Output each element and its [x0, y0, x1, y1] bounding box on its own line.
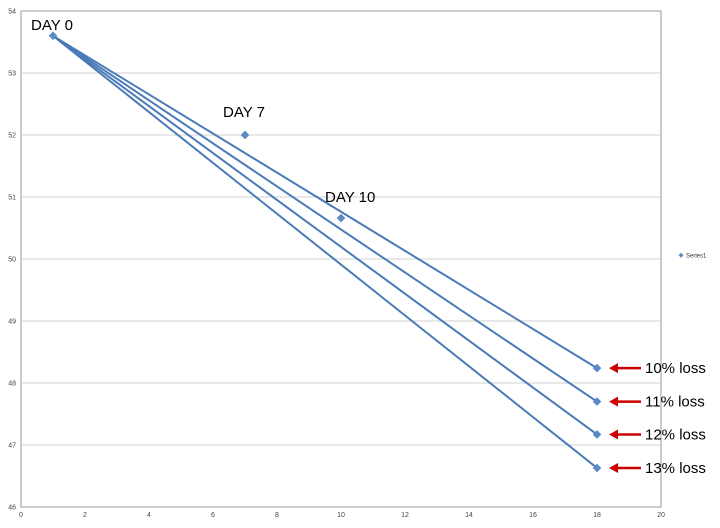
trend-line [52, 34, 598, 436]
legend: Series1 [678, 252, 707, 259]
point-label: DAY 0 [31, 17, 73, 34]
x-tick-label: 12 [401, 512, 409, 519]
data-point [592, 363, 602, 373]
y-tick-label: 47 [8, 443, 16, 450]
x-tick-label: 18 [593, 512, 601, 519]
trend-line [52, 35, 598, 469]
y-tick-label: 53 [8, 71, 16, 78]
data-points [48, 31, 602, 473]
y-tick-label: 49 [8, 319, 16, 326]
point-label: DAY 10 [325, 189, 375, 206]
x-tick-label: 14 [465, 512, 473, 519]
y-tick-label: 51 [8, 195, 16, 202]
legend-marker [678, 252, 684, 258]
gridlines [21, 72, 661, 446]
loss-annotation: 12% loss [645, 426, 706, 443]
y-tick-label: 48 [8, 381, 16, 388]
x-tick-label: 8 [275, 512, 279, 519]
x-tick-label: 4 [147, 512, 151, 519]
loss-annotation: 11% loss [645, 394, 705, 411]
trend-line [52, 34, 598, 369]
loss-annotations: 10% loss 11% loss 12% loss 13% loss [609, 360, 706, 477]
point-label: DAY 7 [223, 104, 265, 121]
loss-annotation: 13% loss [645, 460, 706, 477]
legend-entry: Series1 [686, 253, 707, 259]
point-labels: DAY 0 DAY 7 DAY 10 [31, 17, 375, 206]
red-arrow-icon [609, 429, 618, 440]
data-point [592, 430, 602, 439]
y-tick-label: 46 [8, 505, 16, 512]
x-tick-label: 0 [19, 512, 23, 519]
loss-annotation: 10% loss [645, 360, 706, 377]
x-tick-label: 10 [337, 512, 345, 519]
y-tick-label: 54 [8, 9, 16, 16]
red-arrow-icon [609, 363, 618, 374]
data-point [336, 213, 346, 223]
trend-line [52, 34, 598, 403]
x-tick-label: 20 [657, 512, 665, 519]
x-tick-label: 2 [83, 512, 87, 519]
red-arrow-icon [609, 396, 618, 407]
red-arrow-icon [609, 462, 618, 473]
x-tick-label: 6 [211, 512, 215, 519]
data-point [592, 463, 602, 473]
y-tick-label: 52 [8, 133, 16, 140]
data-point [592, 397, 602, 406]
data-point [240, 130, 250, 140]
x-tick-label: 16 [529, 512, 537, 519]
data-point [48, 31, 58, 41]
y-tick-label: 50 [8, 257, 16, 264]
trend-lines [52, 34, 598, 469]
